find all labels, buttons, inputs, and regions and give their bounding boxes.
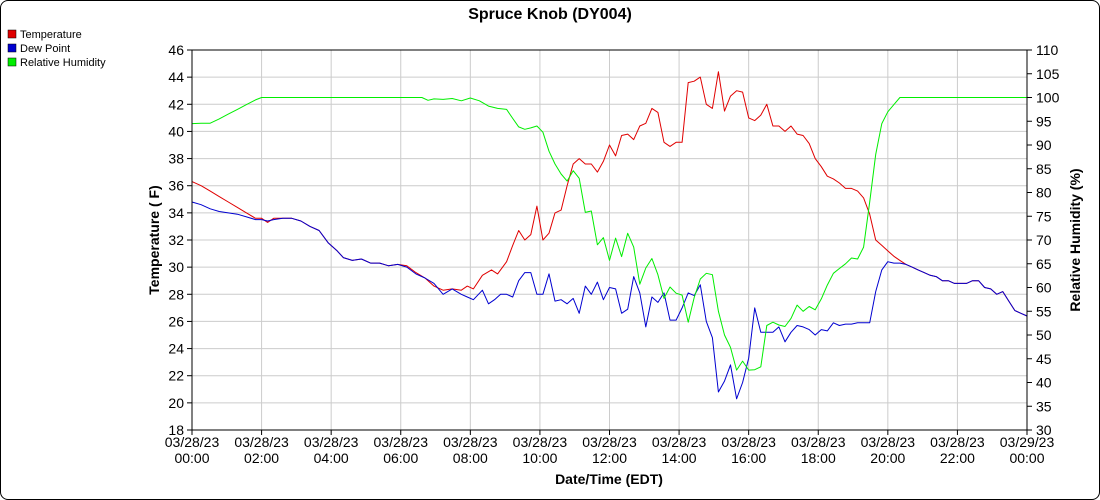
y2-axis-label: Relative Humidity (%) xyxy=(1067,168,1083,311)
legend-label-relative-humidity: Relative Humidity xyxy=(20,57,106,69)
x-tick-label-date: 03/28/23 xyxy=(165,434,220,450)
y2-tick-label: 60 xyxy=(1036,280,1052,296)
y2-tick-label: 90 xyxy=(1036,137,1052,153)
y2-tick-label: 75 xyxy=(1036,208,1052,224)
series-lines xyxy=(191,71,1028,400)
y2-tick-label: 35 xyxy=(1036,398,1052,414)
y-tick-label: 24 xyxy=(168,341,184,357)
x-tick-label-time: 20:00 xyxy=(870,450,905,466)
y-tick-label: 30 xyxy=(168,259,184,275)
x-tick-label-time: 16:00 xyxy=(731,450,766,466)
y2-axis-ticks: 30 35 40 45 50 55 60 65 70 75 80 85 90 95 100 105 110 xyxy=(1027,42,1060,438)
y2-tick-label: 85 xyxy=(1036,161,1052,177)
chart-title: Spruce Knob (DY004) xyxy=(468,6,632,23)
dew-point-line xyxy=(191,201,1028,400)
legend-swatch-dew-point xyxy=(7,43,17,53)
x-tick-label-date: 03/28/23 xyxy=(652,434,707,450)
x-tick-label-time: 18:00 xyxy=(801,450,836,466)
y2-tick-label: 65 xyxy=(1036,256,1052,272)
x-tick-label-time: 04:00 xyxy=(314,450,349,466)
x-tick-label-date: 03/28/23 xyxy=(513,434,568,450)
x-tick-label-time: 00:00 xyxy=(1009,450,1044,466)
x-tick-label-date: 03/28/23 xyxy=(304,434,359,450)
legend-swatch-temperature xyxy=(7,29,17,39)
y2-tick-label: 70 xyxy=(1036,232,1052,248)
x-tick-label-time: 14:00 xyxy=(662,450,697,466)
x-tick-label-date: 03/28/23 xyxy=(234,434,289,450)
y-tick-label: 46 xyxy=(168,42,184,58)
legend-label-temperature: Temperature xyxy=(20,29,82,41)
y-tick-label: 34 xyxy=(168,205,184,221)
x-tick-label-time: 12:00 xyxy=(592,450,627,466)
x-tick-label-time: 10:00 xyxy=(522,450,557,466)
x-tick-label-date: 03/28/23 xyxy=(721,434,776,450)
legend-swatch-relative-humidity xyxy=(7,57,17,67)
x-tick-label-time: 22:00 xyxy=(940,450,975,466)
y2-tick-label: 50 xyxy=(1036,327,1052,343)
y-tick-label: 36 xyxy=(168,178,184,194)
y-tick-label: 28 xyxy=(168,286,184,302)
y-tick-label: 26 xyxy=(168,313,184,329)
y-tick-label: 20 xyxy=(168,395,184,411)
y2-tick-label: 80 xyxy=(1036,185,1052,201)
x-tick-label-date: 03/28/23 xyxy=(582,434,637,450)
x-tick-label-date: 03/29/23 xyxy=(1000,434,1055,450)
x-axis-label: Date/Time (EDT) xyxy=(555,471,663,487)
x-tick-label-date: 03/28/23 xyxy=(861,434,916,450)
y2-tick-label: 40 xyxy=(1036,375,1052,391)
y-axis-ticks: 18 20 22 24 26 28 30 32 34 36 38 40 42 44 46 xyxy=(168,42,192,438)
y-axis-label: Temperature ( F) xyxy=(146,185,162,294)
y2-tick-label: 30 xyxy=(1036,422,1052,438)
y-tick-label: 40 xyxy=(168,123,184,139)
legend: Temperature Dew Point Relative Humidity xyxy=(7,29,106,69)
y-tick-label: 44 xyxy=(168,69,184,85)
y-tick-label: 32 xyxy=(168,232,184,248)
y-tick-label: 18 xyxy=(168,422,184,438)
y-tick-label: 22 xyxy=(168,368,184,384)
y2-tick-label: 55 xyxy=(1036,303,1052,319)
y-tick-label: 42 xyxy=(168,96,184,112)
y2-tick-label: 110 xyxy=(1036,42,1059,58)
y2-tick-label: 95 xyxy=(1036,113,1052,129)
legend-label-dew-point: Dew Point xyxy=(20,43,70,55)
x-tick-label-date: 03/28/23 xyxy=(443,434,498,450)
x-tick-label-date: 03/28/23 xyxy=(374,434,429,450)
x-tick-label-time: 02:00 xyxy=(244,450,279,466)
relative-humidity-line xyxy=(191,97,1027,371)
x-tick-label-date: 03/28/23 xyxy=(791,434,846,450)
y-tick-label: 38 xyxy=(168,151,184,167)
y2-tick-label: 105 xyxy=(1036,66,1060,82)
x-tick-label-time: 08:00 xyxy=(453,450,488,466)
y2-tick-label: 45 xyxy=(1036,351,1052,367)
x-axis-ticks: 03/28/2300:0003/28/2302:0003/28/2304:000… xyxy=(165,430,1055,466)
grid-lines xyxy=(191,49,1028,431)
x-tick-label-time: 00:00 xyxy=(174,450,209,466)
y2-tick-label: 100 xyxy=(1036,90,1060,106)
x-tick-label-time: 06:00 xyxy=(383,450,418,466)
x-tick-label-date: 03/28/23 xyxy=(930,434,985,450)
